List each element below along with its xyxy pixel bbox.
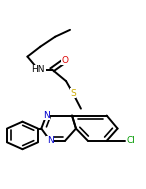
- Text: O: O: [62, 56, 69, 65]
- Text: S: S: [70, 89, 76, 98]
- Text: N: N: [47, 136, 54, 145]
- Text: HN: HN: [32, 65, 45, 74]
- Text: Cl: Cl: [126, 136, 135, 145]
- Text: N: N: [43, 111, 50, 120]
